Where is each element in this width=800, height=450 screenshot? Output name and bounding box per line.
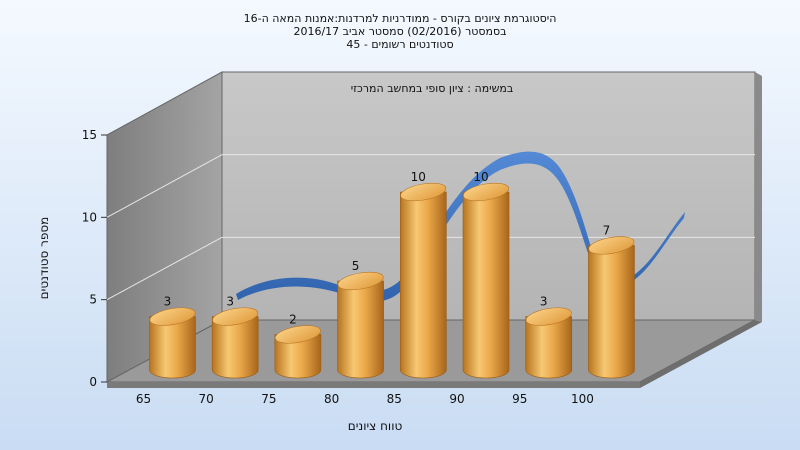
bars: 3 3 2 5 10 10 3 7: [149, 170, 635, 379]
bar-65: 3: [149, 295, 196, 379]
floor-side-edge: [640, 320, 762, 388]
y-tick-label: 0: [89, 375, 97, 389]
y-tick-label: 15: [82, 128, 97, 142]
right-wall-edge: [755, 72, 762, 322]
gridline-left: [106, 236, 223, 301]
bar-top: [463, 182, 510, 202]
bar-body: [462, 191, 510, 379]
y-axis-label: מספר סטודנטים: [37, 217, 51, 300]
bar-value-label: 3: [164, 295, 172, 309]
bar-75: 2: [274, 312, 322, 379]
bar-100: 7: [588, 223, 635, 379]
chart-title-line-2: בסמסטר (02/2016) סמסטר אביב 2016/17: [293, 25, 506, 38]
bar-top: [400, 182, 447, 202]
x-tick-label: 85: [387, 392, 402, 406]
x-tick-label: 90: [449, 392, 464, 406]
bar-70: 3: [211, 295, 259, 379]
bar-80: 5: [337, 259, 384, 379]
bar-value-label: 5: [352, 259, 360, 273]
bar-value-label: 10: [411, 170, 426, 184]
bar-value-label: 10: [473, 170, 488, 184]
bar-body: [149, 316, 196, 379]
bar-top: [149, 307, 196, 326]
x-tick-label: 65: [136, 392, 151, 406]
bar-body: [337, 280, 384, 379]
chart-subtitle: במשימה : ציון סופי במחשב המרכזי: [351, 82, 514, 95]
floor-front-edge: [107, 382, 640, 388]
bar-body: [400, 191, 447, 379]
x-tick-label: 100: [571, 392, 594, 406]
gridline-left: [106, 154, 223, 218]
x-tick-label: 75: [261, 392, 276, 406]
y-tick-label: 5: [89, 293, 97, 307]
chart-title-line-1: היסטוגרמת ציונים בקורס - ממודרניות למרדנ…: [244, 12, 557, 25]
bar-85: 10: [400, 170, 447, 379]
bar-body: [588, 245, 635, 379]
bar-body: [525, 316, 573, 379]
x-tick-label: 70: [199, 392, 214, 406]
x-axis-label: טווח ציונים: [348, 419, 403, 433]
distribution-curve: [236, 151, 685, 302]
x-axis: 65 70 75 80 85 90 95 100: [136, 392, 594, 406]
bar-value-label: 3: [540, 295, 548, 309]
bar-95: 3: [525, 295, 573, 379]
bar-90: 10: [462, 170, 510, 379]
bar-top: [588, 236, 635, 255]
bar-top: [212, 307, 259, 326]
bar-top: [525, 307, 572, 326]
bar-body: [274, 334, 322, 379]
bar-value-label: 2: [289, 312, 297, 326]
bar-body: [211, 316, 259, 379]
bar-value-label: 3: [226, 295, 234, 309]
x-tick-label: 80: [324, 392, 339, 406]
y-tick-label: 10: [82, 210, 97, 224]
bar-value-label: 7: [603, 223, 611, 237]
chart-title-line-3: סטודנטים רשומים - 45: [346, 38, 453, 51]
bar-top: [337, 271, 384, 291]
y-axis: 0 5 10 15: [82, 128, 107, 389]
x-tick-label: 95: [512, 392, 527, 406]
bar-top: [274, 325, 321, 344]
